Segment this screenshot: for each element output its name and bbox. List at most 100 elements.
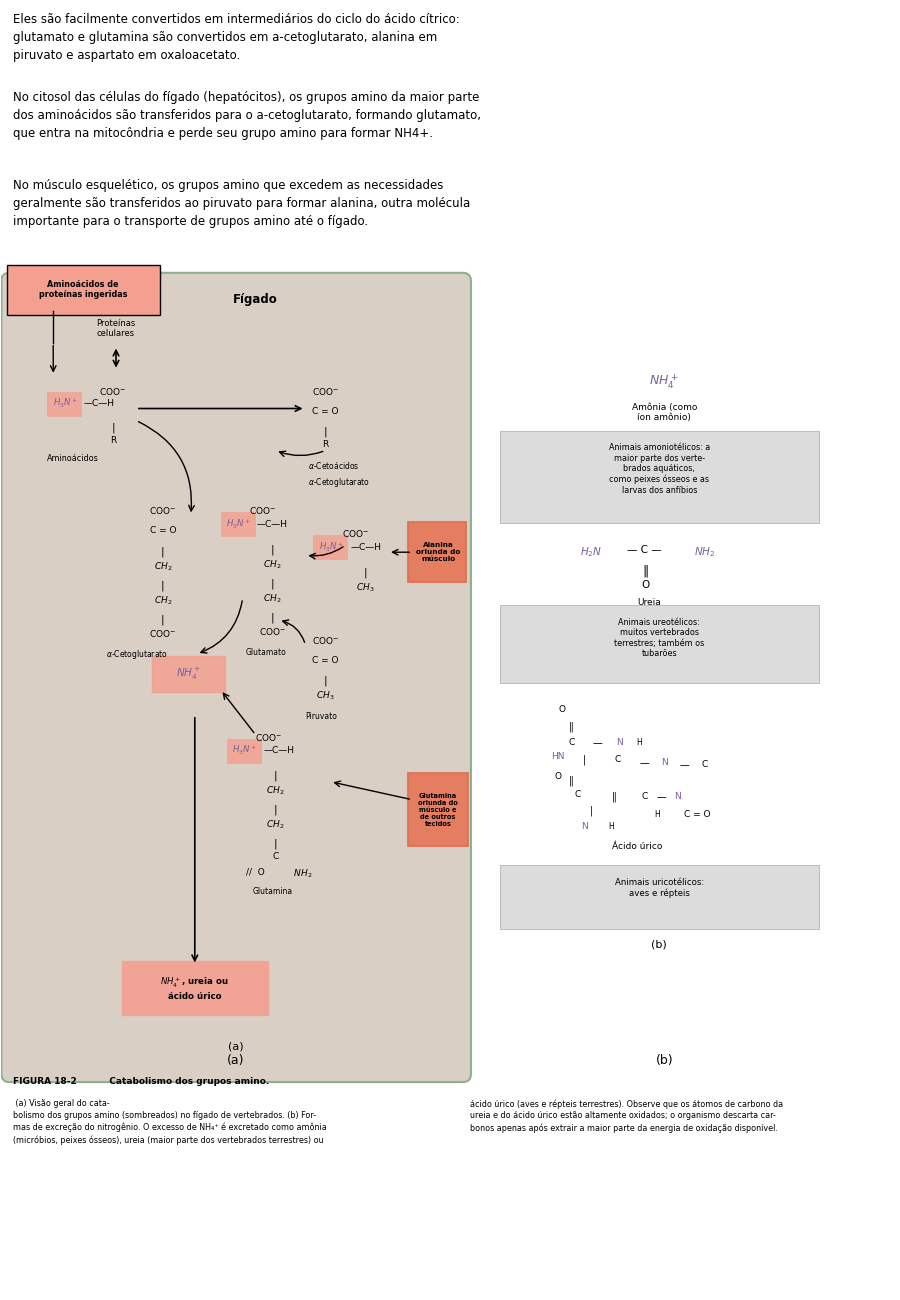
Text: C: C <box>642 792 647 801</box>
Text: //  O: // O <box>246 867 265 876</box>
Text: ‖: ‖ <box>569 776 574 786</box>
Text: |: | <box>324 676 328 686</box>
Text: — C —: — C — <box>627 545 662 555</box>
Text: C = O: C = O <box>312 656 338 666</box>
Text: Aminoácidos de
proteínas ingeridas: Aminoácidos de proteínas ingeridas <box>39 280 128 299</box>
Text: COO$^{-}$: COO$^{-}$ <box>149 628 176 640</box>
Text: $H_2N$: $H_2N$ <box>580 545 603 559</box>
Text: C = O: C = O <box>684 810 711 819</box>
Text: |: | <box>274 805 277 815</box>
Text: $H_3N^+$: $H_3N^+$ <box>319 541 344 554</box>
Text: (a): (a) <box>228 1041 244 1052</box>
Text: C: C <box>615 755 621 764</box>
Text: $\alpha$-Cetoglutarato: $\alpha$-Cetoglutarato <box>106 647 168 660</box>
Text: $H_3N^+$: $H_3N^+$ <box>232 744 257 758</box>
Text: $NH_4^+$: $NH_4^+$ <box>650 373 680 391</box>
Text: |: | <box>274 838 277 849</box>
Text: |: | <box>583 755 586 766</box>
Text: —: — <box>680 759 689 770</box>
Text: N: N <box>616 738 623 746</box>
Text: O: O <box>558 705 565 714</box>
Text: |: | <box>324 426 328 437</box>
Text: $H_3N^+$: $H_3N^+$ <box>226 517 251 530</box>
Text: R: R <box>322 441 328 450</box>
Text: $H_3N^+$: $H_3N^+$ <box>52 396 78 410</box>
Text: C: C <box>569 738 575 746</box>
Text: (a): (a) <box>227 1054 245 1067</box>
Text: $CH_3$: $CH_3$ <box>316 690 335 702</box>
Text: COO$^{-}$: COO$^{-}$ <box>255 732 282 742</box>
Text: (b): (b) <box>652 940 667 949</box>
Text: No músculo esquelético, os grupos amino que excedem as necessidades
geralmente s: No músculo esquelético, os grupos amino … <box>14 179 471 227</box>
FancyBboxPatch shape <box>122 961 267 1015</box>
Text: ‖: ‖ <box>643 564 649 577</box>
Text: |: | <box>271 612 274 623</box>
Text: ‖: ‖ <box>612 792 616 802</box>
Text: $NH_4^+$, ureia ou
ácido úrico: $NH_4^+$, ureia ou ácido úrico <box>160 976 230 1001</box>
Text: COO$^{-}$: COO$^{-}$ <box>259 627 286 637</box>
FancyBboxPatch shape <box>152 656 225 692</box>
Text: Catabolismo dos grupos amino.: Catabolismo dos grupos amino. <box>104 1078 269 1086</box>
Text: C = O: C = O <box>312 407 338 416</box>
Text: $\alpha$-Cetoglutarato: $\alpha$-Cetoglutarato <box>309 476 371 489</box>
Text: N: N <box>674 792 680 801</box>
Text: C = O: C = O <box>149 526 176 536</box>
Text: COO$^{-}$: COO$^{-}$ <box>311 634 339 646</box>
Text: |: | <box>161 580 165 590</box>
Text: HN: HN <box>551 751 564 760</box>
Text: $CH_2$: $CH_2$ <box>264 592 282 604</box>
Text: Alanina
oriunda do
músculo: Alanina oriunda do músculo <box>416 542 460 562</box>
Text: Ureia: Ureia <box>637 598 662 607</box>
Text: Amônia (como
íon amônio): Amônia (como íon amônio) <box>632 403 697 422</box>
Text: Animais uricotélicos:
aves e répteis: Animais uricotélicos: aves e répteis <box>615 878 704 897</box>
FancyBboxPatch shape <box>500 604 819 682</box>
Text: C: C <box>701 759 707 768</box>
Text: COO$^{-}$: COO$^{-}$ <box>100 386 127 396</box>
Text: COO$^{-}$: COO$^{-}$ <box>342 528 369 540</box>
Text: —: — <box>640 758 649 768</box>
Text: Ácido úrico: Ácido úrico <box>612 841 662 850</box>
Text: Eles são facilmente convertidos em intermediários do ciclo do ácido cítrico:
glu: Eles são facilmente convertidos em inter… <box>14 13 460 62</box>
FancyBboxPatch shape <box>408 772 468 845</box>
Text: Aminoácidos: Aminoácidos <box>48 455 99 463</box>
Text: $NH_2$: $NH_2$ <box>289 867 313 880</box>
Text: COO$^{-}$: COO$^{-}$ <box>249 506 276 516</box>
FancyBboxPatch shape <box>227 738 261 763</box>
Text: |: | <box>271 545 274 555</box>
Text: $CH_2$: $CH_2$ <box>266 819 284 831</box>
Text: ácido úrico (aves e répteis terrestres). Observe que os átomos de carbono da
ure: ácido úrico (aves e répteis terrestres).… <box>470 1098 783 1132</box>
Text: Glutamina: Glutamina <box>253 888 292 897</box>
Text: C: C <box>574 789 580 798</box>
Text: FIGURA 18-2: FIGURA 18-2 <box>14 1078 77 1086</box>
Text: N: N <box>661 758 668 767</box>
Text: —C—H: —C—H <box>264 746 294 755</box>
Text: —: — <box>656 792 666 802</box>
Text: Fígado: Fígado <box>233 292 278 306</box>
Text: H: H <box>608 822 615 831</box>
Text: (a) Visão geral do cata-
bolismo dos grupos amino (sombreados) no fígado de vert: (a) Visão geral do cata- bolismo dos gru… <box>14 1098 327 1145</box>
Text: |: | <box>271 578 274 589</box>
Text: —C—H: —C—H <box>83 399 114 408</box>
Text: O: O <box>642 580 650 590</box>
Text: $CH_3$: $CH_3$ <box>356 581 374 594</box>
Text: R: R <box>110 437 116 446</box>
Text: Animais amoniotélicos: a
maior parte dos verte-
brados aquáticos,
como peixes ós: Animais amoniotélicos: a maior parte dos… <box>608 443 710 494</box>
Text: COO$^{-}$: COO$^{-}$ <box>149 506 176 516</box>
Text: Proteínas
celulares: Proteínas celulares <box>96 318 136 338</box>
FancyBboxPatch shape <box>220 512 255 536</box>
Text: $NH_4^+$: $NH_4^+$ <box>176 666 202 682</box>
Text: |: | <box>161 614 165 624</box>
Text: $CH_2$: $CH_2$ <box>154 594 172 607</box>
FancyBboxPatch shape <box>313 536 347 559</box>
FancyBboxPatch shape <box>2 273 471 1082</box>
Text: $NH_2$: $NH_2$ <box>694 545 715 559</box>
Text: —C—H: —C—H <box>256 520 288 529</box>
Text: (b): (b) <box>655 1054 673 1067</box>
Text: Glutamato: Glutamato <box>246 647 286 656</box>
Text: $CH_2$: $CH_2$ <box>154 560 172 573</box>
Text: |: | <box>161 546 165 556</box>
Text: H: H <box>654 810 661 819</box>
Text: $CH_2$: $CH_2$ <box>266 785 284 797</box>
Text: |: | <box>364 567 367 577</box>
Text: O: O <box>554 772 562 781</box>
